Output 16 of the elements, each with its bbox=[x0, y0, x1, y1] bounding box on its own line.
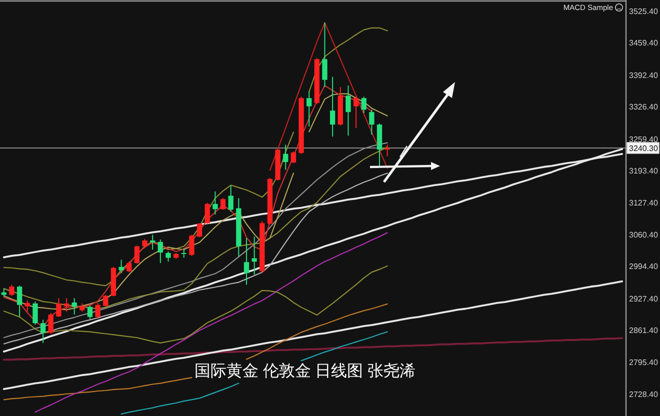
ref-line-label: 3240.30 bbox=[629, 144, 658, 153]
ref-label: 3240.30 bbox=[626, 142, 660, 154]
ytick: 3259.40 bbox=[629, 134, 658, 144]
ytick: 2861.40 bbox=[629, 326, 658, 336]
ytick: 2994.40 bbox=[629, 262, 658, 272]
ytick: 3459.40 bbox=[629, 38, 658, 48]
ytick: 2927.40 bbox=[629, 294, 658, 304]
ytick: 2728.40 bbox=[629, 390, 658, 400]
ytick: 3392.40 bbox=[629, 70, 658, 80]
ytick: 3060.40 bbox=[629, 230, 658, 240]
ytick: 3193.40 bbox=[629, 166, 658, 176]
ytick: 3127.40 bbox=[629, 198, 658, 208]
ytick: 2795.40 bbox=[629, 358, 658, 367]
ytick: 3326.40 bbox=[629, 102, 658, 112]
title: 国际黄金 伦敦金 日线图 张尧浠 bbox=[194, 363, 416, 380]
ytick: 3525.40 bbox=[629, 6, 658, 16]
